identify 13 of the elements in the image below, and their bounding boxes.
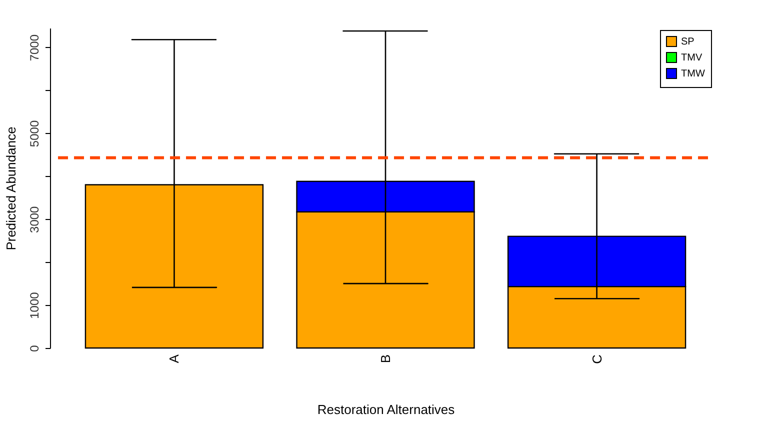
legend-label: TMV bbox=[681, 52, 702, 64]
y-tick-label: 0 bbox=[28, 344, 42, 352]
x-axis-title: Restoration Alternatives bbox=[317, 402, 456, 417]
x-tick-label: B bbox=[378, 354, 393, 364]
y-tick-label: 1000 bbox=[28, 292, 42, 319]
y-tick-label: 5000 bbox=[28, 120, 42, 148]
y-tick-label: 7000 bbox=[28, 34, 42, 62]
x-tick-label: A bbox=[166, 354, 182, 364]
x-tick-label: C bbox=[589, 354, 604, 364]
legend-label: TMW bbox=[681, 68, 706, 80]
legend-label: SP bbox=[681, 36, 695, 48]
y-tick-label: 3000 bbox=[28, 206, 42, 233]
y-axis-title: Predicted Abundance bbox=[4, 126, 18, 250]
